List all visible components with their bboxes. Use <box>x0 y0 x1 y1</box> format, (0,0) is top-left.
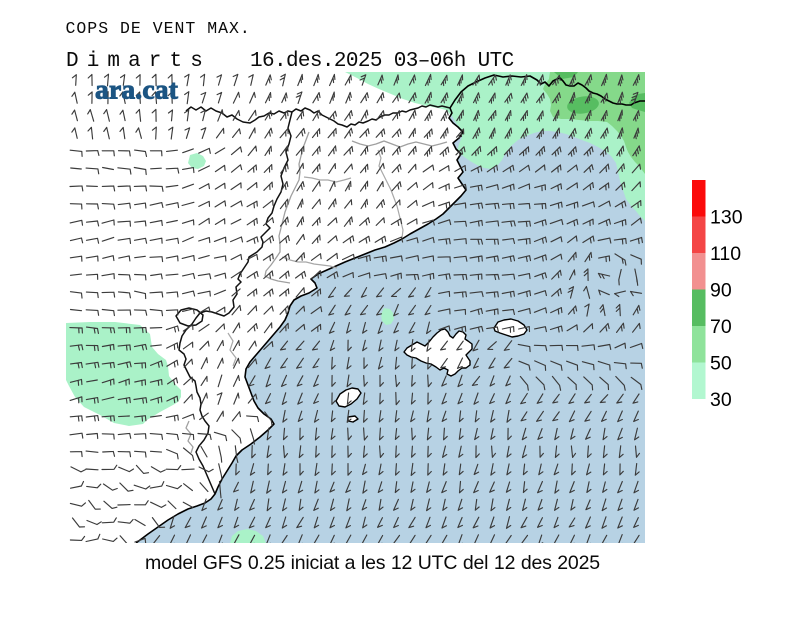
svg-text:model GFS 0.25 iniciat a les 1: model GFS 0.25 iniciat a les 12 UTC del … <box>145 552 600 574</box>
svg-text:130: 130 <box>710 207 743 229</box>
svg-text:COPS DE VENT MAX.: COPS DE VENT MAX. <box>66 19 251 38</box>
svg-text:70: 70 <box>710 316 732 338</box>
svg-text:90: 90 <box>710 280 732 302</box>
svg-text:ara.cat: ara.cat <box>95 74 179 105</box>
svg-text:50: 50 <box>710 353 732 375</box>
svg-text:110: 110 <box>710 243 741 265</box>
svg-text:Dimarts: Dimarts <box>66 50 211 73</box>
svg-text:30: 30 <box>710 389 732 411</box>
svg-text:16.des.2025 03–06h UTC: 16.des.2025 03–06h UTC <box>250 50 514 73</box>
